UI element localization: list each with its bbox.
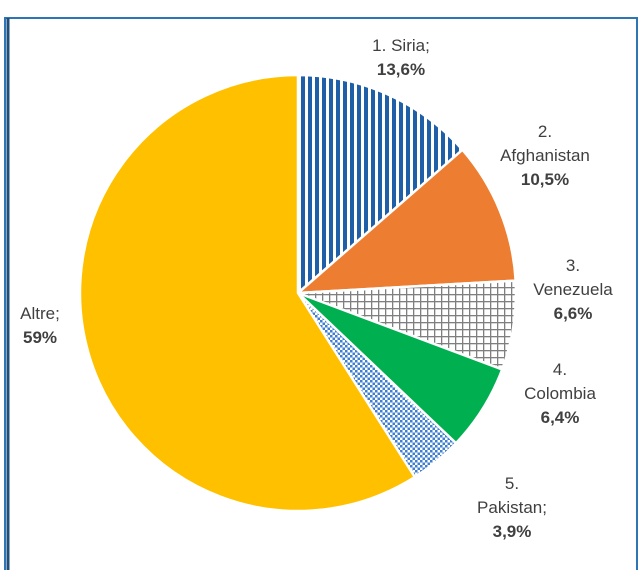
- category-label: Altre;: [20, 304, 60, 323]
- data-label: Altre; 59%: [5, 302, 75, 350]
- data-label: 2. Afghanistan 10,5%: [495, 120, 595, 192]
- pie-slice: [294, 148, 517, 295]
- value-label: 13,6%: [376, 60, 426, 79]
- frame: [4, 17, 638, 570]
- category-label: 5. Pakistan;: [477, 474, 547, 517]
- category-label: 2. Afghanistan: [500, 122, 590, 165]
- category-label: 4. Colombia: [524, 360, 596, 403]
- category-label: 3. Venezuela: [533, 256, 613, 299]
- value-label: 10,5%: [520, 170, 570, 189]
- value-label: 59%: [22, 328, 58, 347]
- data-label: 4. Colombia 6,4%: [515, 358, 605, 430]
- value-label: 6,4%: [540, 408, 580, 427]
- data-label: 3. Venezuela 6,6%: [528, 254, 618, 326]
- value-label: 3,9%: [492, 522, 532, 541]
- category-label: 1. Siria;: [372, 36, 430, 55]
- data-label: 1. Siria; 13,6%: [336, 34, 466, 82]
- pie-slice: [78, 73, 417, 513]
- data-label: 5. Pakistan; 3,9%: [470, 472, 555, 544]
- pie-slice: [296, 73, 465, 296]
- value-label: 6,6%: [553, 304, 593, 323]
- pie: [78, 73, 518, 513]
